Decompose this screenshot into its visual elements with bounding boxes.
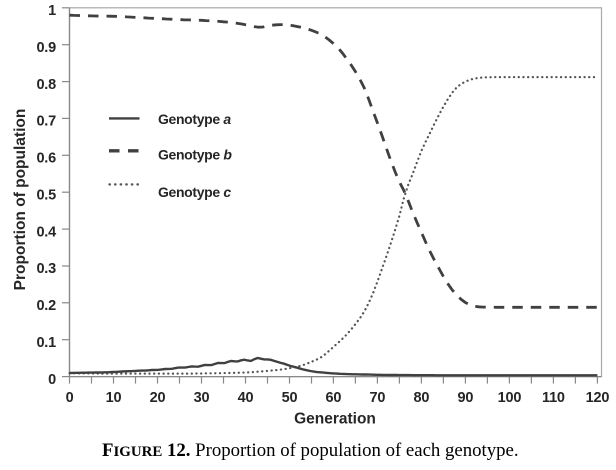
svg-text:Genotype b: Genotype b [158, 146, 232, 162]
svg-text:0.9: 0.9 [36, 40, 56, 56]
svg-text:FIGURE 12. Proportion of popul: FIGURE 12. Proportion of population of e… [102, 440, 519, 461]
svg-text:1: 1 [48, 3, 56, 19]
svg-text:0.5: 0.5 [36, 187, 56, 203]
svg-text:10: 10 [106, 390, 122, 406]
svg-text:0.4: 0.4 [36, 224, 56, 240]
svg-text:40: 40 [238, 390, 254, 406]
svg-text:30: 30 [194, 390, 210, 406]
svg-text:Proportion of population: Proportion of population [12, 109, 29, 291]
svg-text:60: 60 [326, 390, 342, 406]
svg-text:Generation: Generation [294, 411, 376, 428]
svg-text:0.2: 0.2 [36, 298, 56, 314]
svg-text:0.7: 0.7 [36, 114, 56, 130]
svg-text:120: 120 [586, 390, 610, 406]
svg-text:110: 110 [542, 390, 565, 406]
svg-text:Genotype a: Genotype a [158, 111, 231, 127]
svg-text:100: 100 [498, 390, 522, 406]
svg-text:70: 70 [370, 390, 386, 406]
svg-text:0.8: 0.8 [36, 77, 56, 93]
svg-text:Genotype c: Genotype c [158, 184, 231, 200]
svg-text:0.3: 0.3 [36, 261, 56, 277]
svg-text:0.1: 0.1 [36, 335, 56, 351]
svg-text:0: 0 [48, 372, 56, 388]
svg-text:0: 0 [66, 390, 74, 406]
svg-text:20: 20 [150, 390, 166, 406]
svg-text:0.6: 0.6 [36, 151, 56, 167]
svg-text:50: 50 [282, 390, 298, 406]
svg-text:80: 80 [414, 390, 430, 406]
svg-text:90: 90 [458, 390, 474, 406]
